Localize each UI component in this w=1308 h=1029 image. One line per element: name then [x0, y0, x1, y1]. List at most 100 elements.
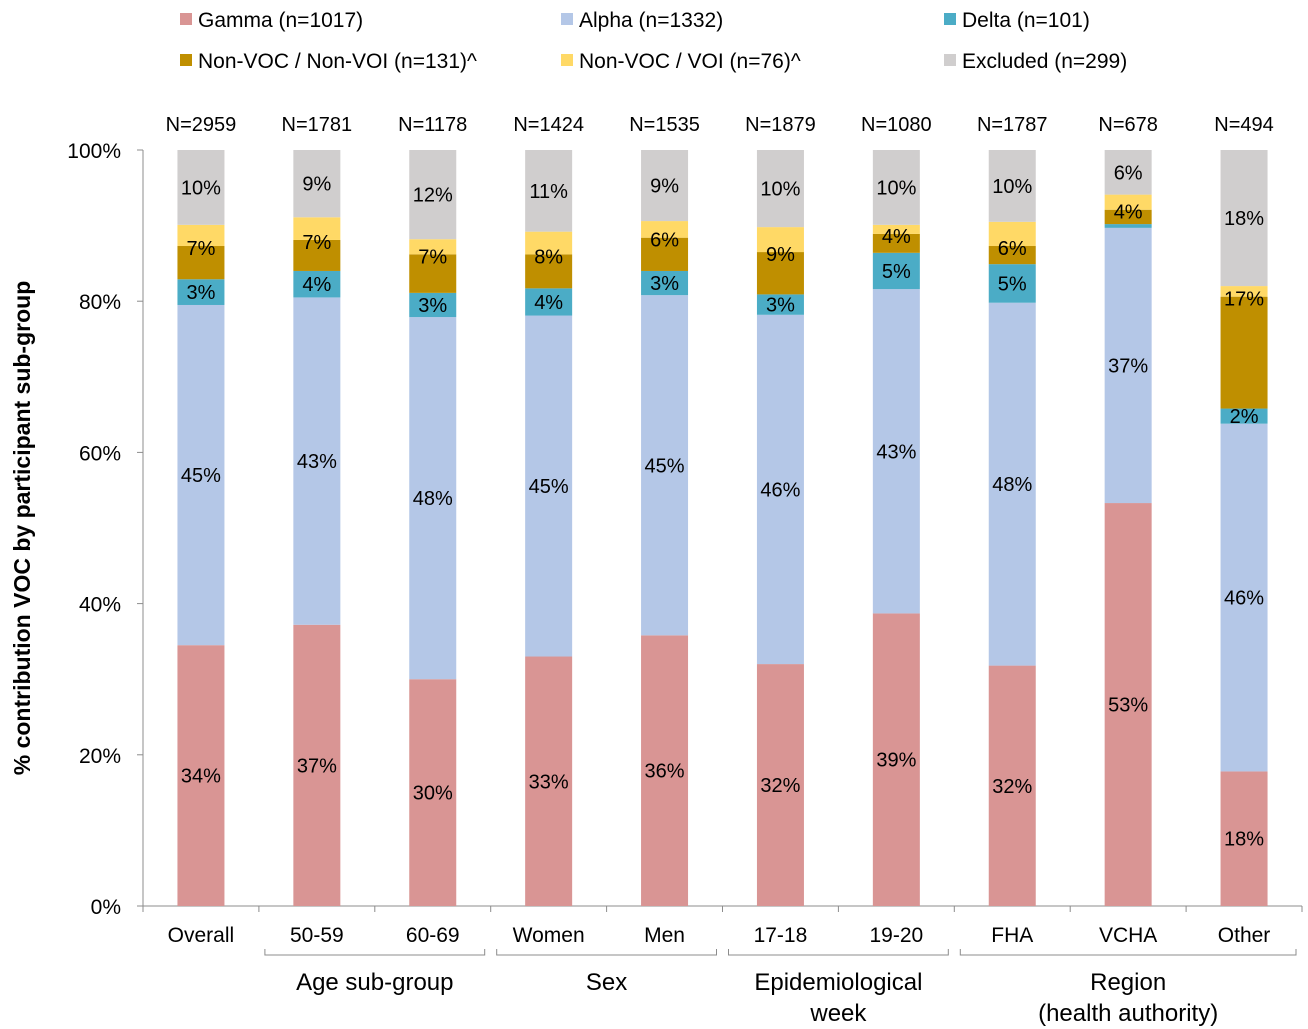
legend-swatch-delta-n-101 — [944, 13, 956, 25]
group-bracket-age-sub-group — [264, 949, 486, 956]
legend-swatch-non-voc-voi-n-76 — [561, 54, 573, 66]
data-label-non-voc-non-voi-n-131-vcha: 4% — [1114, 202, 1143, 224]
bar-segment-excluded-n-299-overall — [177, 150, 225, 225]
bar-segment-delta-n-101-50-59 — [293, 270, 341, 298]
bar-segment-delta-n-101-19-20 — [872, 252, 920, 290]
bar-segment-gamma-n-1017-fha — [988, 665, 1036, 906]
x-tick-label-overall: Overall — [168, 924, 235, 947]
bar-segment-excluded-n-299-17-18 — [756, 150, 804, 228]
data-label-excluded-n-299-men: 9% — [650, 176, 679, 198]
n-label-19-20: N=1080 — [861, 114, 932, 136]
bar-segment-gamma-n-1017-overall — [177, 645, 225, 906]
bar-segment-gamma-n-1017-other — [1220, 771, 1268, 906]
bar-segment-delta-n-101-vcha — [1104, 224, 1152, 228]
data-label-alpha-n-1332-60-69: 48% — [413, 488, 453, 510]
n-label-50-59: N=1781 — [282, 114, 353, 136]
bar-segment-gamma-n-1017-60-69 — [409, 679, 457, 906]
y-tick-label: 0% — [91, 896, 121, 919]
bar-segment-gamma-n-1017-19-20 — [872, 613, 920, 906]
data-label-excluded-n-299-overall: 10% — [181, 177, 221, 199]
data-label-delta-n-101-men: 3% — [650, 273, 679, 295]
legend-swatch-alpha-n-1332 — [561, 13, 573, 25]
bar-segment-alpha-n-1332-60-69 — [409, 317, 457, 680]
data-label-gamma-n-1017-other: 18% — [1224, 829, 1264, 851]
bar-segment-alpha-n-1332-women — [525, 315, 573, 657]
data-label-gamma-n-1017-men: 36% — [645, 761, 685, 783]
x-tick-label-50-59: 50-59 — [290, 924, 344, 947]
bar-segment-gamma-n-1017-50-59 — [293, 624, 341, 906]
data-label-gamma-n-1017-19-20: 39% — [876, 750, 916, 772]
data-label-alpha-n-1332-other: 46% — [1224, 588, 1264, 610]
group-label-line: (health authority) — [1038, 1000, 1218, 1027]
bar-segment-delta-n-101-60-69 — [409, 292, 457, 318]
bar-segment-alpha-n-1332-men — [641, 295, 689, 636]
group-bracket-epidemiological-week — [728, 949, 949, 956]
data-label-non-voc-non-voi-n-131-overall: 7% — [186, 238, 215, 260]
bar-segment-non-voc-voi-n-76-vcha — [1104, 194, 1152, 210]
data-label-non-voc-non-voi-n-131-17-18: 9% — [766, 244, 795, 266]
bar-segment-alpha-n-1332-other — [1220, 423, 1268, 772]
bar-segment-gamma-n-1017-women — [525, 656, 573, 906]
bar-segment-delta-n-101-men — [641, 270, 689, 296]
bar-segment-delta-n-101-overall — [177, 279, 225, 305]
data-label-excluded-n-299-fha: 10% — [992, 176, 1032, 198]
n-label-60-69: N=1178 — [398, 114, 467, 136]
data-label-alpha-n-1332-fha: 48% — [992, 474, 1032, 496]
bar-segment-non-voc-voi-n-76-men — [641, 221, 689, 238]
data-labels-layer: 34% 45% 3% 7% 10% N=2959 37% 43% 4% 7% 9% N=1781 30%… — [166, 114, 1274, 851]
data-label-delta-n-101-19-20: 5% — [882, 261, 911, 283]
group-label-region-health-authority: Region (health authority) — [1038, 969, 1218, 1027]
y-tick-label: 80% — [79, 291, 121, 314]
y-tick-label: 100% — [67, 140, 121, 163]
group-label-sex: Sex — [586, 969, 627, 996]
data-label-gamma-n-1017-vcha: 53% — [1108, 695, 1148, 717]
bar-segment-excluded-n-299-19-20 — [872, 150, 920, 225]
data-label-gamma-n-1017-60-69: 30% — [413, 783, 453, 805]
data-label-delta-n-101-fha: 5% — [998, 273, 1027, 295]
group-label-line: week — [809, 1000, 867, 1027]
legend-label-excluded-n-299: Excluded (n=299) — [962, 50, 1127, 73]
bar-segment-delta-n-101-women — [525, 288, 573, 316]
data-label-excluded-n-299-vcha: 6% — [1114, 162, 1143, 184]
group-label-age-sub-group: Age sub-group — [296, 969, 453, 996]
bar-segment-non-voc-voi-n-76-fha — [988, 221, 1036, 247]
n-label-17-18: N=1879 — [745, 114, 816, 136]
data-label-delta-n-101-women: 4% — [534, 292, 563, 314]
data-label-non-voc-non-voi-n-131-other: 17% — [1224, 289, 1264, 311]
bar-segment-non-voc-non-voi-n-131-50-59 — [293, 239, 341, 271]
data-label-excluded-n-299-60-69: 12% — [413, 185, 453, 207]
data-label-alpha-n-1332-women: 45% — [529, 476, 569, 498]
x-tick-label-other: Other — [1218, 924, 1271, 947]
x-tick-label-17-18: 17-18 — [754, 924, 808, 947]
bar-segment-excluded-n-299-men — [641, 150, 689, 222]
x-tick-label-vcha: VCHA — [1099, 924, 1157, 947]
n-label-fha: N=1787 — [977, 114, 1048, 136]
data-label-non-voc-non-voi-n-131-men: 6% — [650, 230, 679, 252]
data-label-delta-n-101-other: 2% — [1230, 406, 1259, 428]
bar-segment-non-voc-non-voi-n-131-men — [641, 237, 689, 271]
data-label-non-voc-non-voi-n-131-60-69: 7% — [418, 246, 447, 268]
data-label-excluded-n-299-19-20: 10% — [876, 177, 916, 199]
data-label-non-voc-non-voi-n-131-19-20: 4% — [882, 226, 911, 248]
bar-segment-non-voc-non-voi-n-131-17-18 — [756, 252, 804, 295]
x-tick-label-19-20: 19-20 — [869, 924, 923, 947]
n-label-overall: N=2959 — [166, 114, 237, 136]
bar-segment-non-voc-non-voi-n-131-60-69 — [409, 254, 457, 293]
bar-segment-delta-n-101-fha — [988, 264, 1036, 303]
data-label-excluded-n-299-other: 18% — [1224, 208, 1264, 230]
bar-segment-delta-n-101-17-18 — [756, 294, 804, 315]
bar-segment-alpha-n-1332-19-20 — [872, 289, 920, 614]
data-label-gamma-n-1017-women: 33% — [529, 771, 569, 793]
bar-segment-non-voc-voi-n-76-60-69 — [409, 239, 457, 255]
bar-segment-gamma-n-1017-17-18 — [756, 664, 804, 906]
n-label-vcha: N=678 — [1098, 114, 1158, 136]
n-label-women: N=1424 — [513, 114, 584, 136]
bar-segment-excluded-n-299-60-69 — [409, 150, 457, 240]
data-label-alpha-n-1332-men: 45% — [645, 455, 685, 477]
bar-segment-non-voc-non-voi-n-131-other — [1220, 296, 1268, 409]
bar-segment-gamma-n-1017-vcha — [1104, 503, 1152, 906]
bar-segment-non-voc-voi-n-76-19-20 — [872, 224, 920, 234]
x-tick-label-fha: FHA — [991, 924, 1033, 947]
bar-segment-alpha-n-1332-overall — [177, 304, 225, 646]
